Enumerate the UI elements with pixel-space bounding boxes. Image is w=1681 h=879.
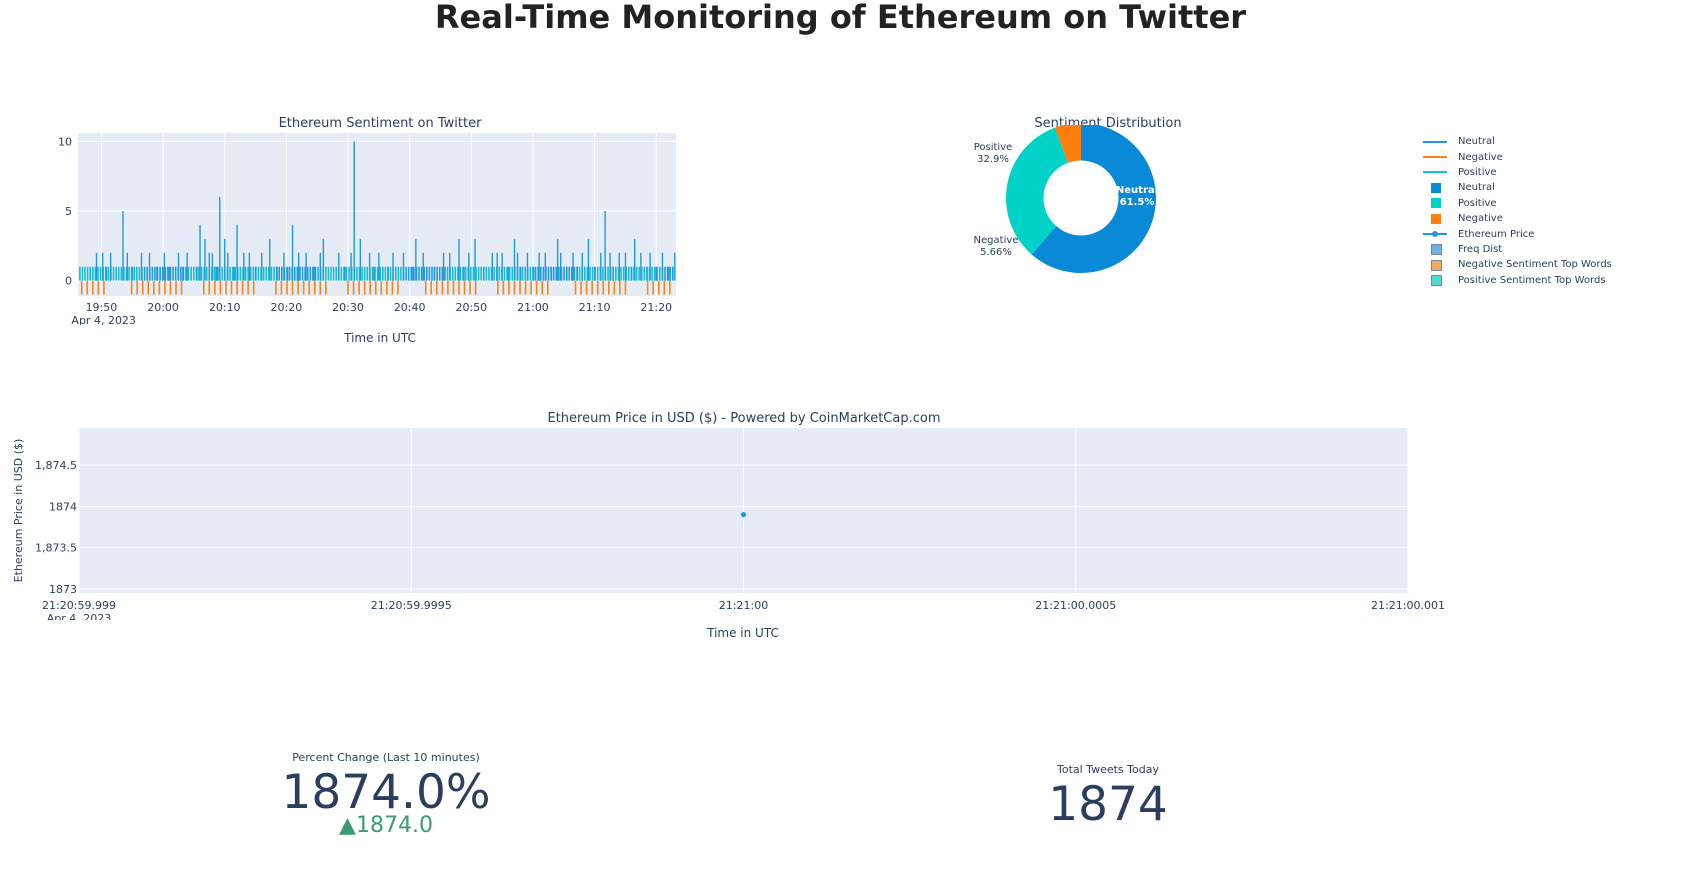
legend-symbol-icon [1422,274,1458,287]
percent-change-delta: ▲1874.0 [339,813,433,838]
x-tick-label: 20:20 [271,301,303,314]
x-date-label: Apr 4, 2023 [47,612,112,620]
price-chart: 1873 1,873.5 1874 1,874.5 21:20:59.999 21:20:… [12,428,1445,620]
percent-change-title: Percent Change (Last 10 minutes) [292,751,480,764]
legend-symbol-icon [1422,197,1458,209]
percent-change-value: 1874.0% [281,765,491,820]
price-y-axis-title: Ethereum Price in USD ($) [12,439,25,583]
x-tick-label: 21:21:00 [719,599,768,612]
x-tick-label: 21:21:00.0005 [1035,599,1116,612]
legend-symbol-icon [1422,259,1458,271]
y-tick-label: 0 [65,275,72,288]
legend-item[interactable]: Neutral [1422,134,1612,149]
y-tick-label: 1,874.5 [35,459,77,472]
legend-label: Negative [1458,213,1503,225]
legend-label: Positive [1458,197,1497,209]
donut-label: Positive 32.9% [974,142,1013,165]
price-chart-title: Ethereum Price in USD ($) - Powered by C… [547,411,941,426]
legend-label: Negative Sentiment Top Words [1458,259,1612,271]
sentiment-chart-title: Ethereum Sentiment on Twitter [278,116,482,131]
legend-item[interactable]: Negative [1422,149,1612,164]
legend-symbol-icon [1422,166,1458,178]
donut-label-line: Negative [974,235,1019,246]
donut-slice-positive [1006,127,1068,255]
x-tick-label: 20:00 [147,301,179,314]
legend-item[interactable]: Positive Sentiment Top Words [1422,273,1612,288]
donut-slice-neutral [1031,125,1156,273]
x-tick-label: 20:30 [332,301,364,314]
legend: Neutral Negative Positive Neutral Positive Ne… [1422,134,1612,288]
legend-item[interactable]: Positive [1422,196,1612,211]
legend-label: Positive [1458,166,1497,178]
x-tick-label: 20:40 [394,301,426,314]
donut-label-line: Positive [974,142,1013,153]
x-tick-label: 20:50 [455,301,487,314]
sentiment-distribution-chart: Neutral 61.5% Positive 32.9% Negative 5.66% [974,125,1158,273]
total-tweets-value: 1874 [1048,777,1168,832]
donut-label-line: Neutral [1116,185,1158,196]
legend-symbol-icon [1422,213,1458,225]
legend-label: Positive Sentiment Top Words [1458,274,1606,286]
legend-item[interactable]: Negative [1422,211,1612,226]
x-tick-label: 21:00 [517,301,549,314]
x-tick-label: 21:10 [579,301,611,314]
legend-symbol-icon [1422,243,1458,256]
x-tick-label: 21:20:59.999 [42,599,116,612]
legend-label: Neutral [1458,136,1495,148]
sentiment-series [79,141,676,295]
legend-label: Neutral [1458,182,1495,194]
donut-label-line: 32.9% [977,154,1009,165]
x-date-label: Apr 4, 2023 [71,314,136,325]
price-x-axis-title: Time in UTC [707,626,779,640]
legend-symbol-icon [1422,136,1458,148]
y-tick-label: 5 [65,205,72,218]
sentiment-chart: 0 5 10 19:50 20:00 20:10 20:20 20:30 20:40 20:50 2… [58,133,676,325]
x-tick-label: 21:20:59.9995 [371,599,452,612]
y-tick-label: 10 [58,135,72,148]
legend-symbol-icon [1422,151,1458,163]
legend-item[interactable]: Positive [1422,165,1612,180]
legend-label: Ethereum Price [1458,228,1535,240]
price-point [740,512,747,518]
page-title: Real-Time Monitoring of Ethereum on Twit… [434,0,1247,36]
x-tick-label: 21:20 [640,301,672,314]
legend-label: Negative [1458,151,1503,163]
y-tick-label: 1873 [49,583,77,596]
y-tick-label: 1,873.5 [35,542,77,555]
donut-label: Neutral 61.5% [1116,185,1158,208]
x-tick-label: 19:50 [86,301,118,314]
donut-label-line: 61.5% [1120,197,1155,208]
x-tick-label: 21:21:00.001 [1371,599,1445,612]
legend-label: Freq Dist [1458,243,1503,255]
donut-label: Negative 5.66% [974,235,1019,258]
legend-item[interactable]: Neutral [1422,180,1612,195]
sentiment-x-axis-title: Time in UTC [344,331,416,345]
y-tick-label: 1874 [49,500,77,513]
legend-symbol-icon [1422,228,1458,240]
legend-item[interactable]: Negative Sentiment Top Words [1422,257,1612,272]
legend-symbol-icon [1422,182,1458,194]
total-tweets-title: Total Tweets Today [1057,763,1159,776]
legend-item[interactable]: Freq Dist [1422,242,1612,257]
x-tick-label: 20:10 [209,301,241,314]
donut-label-line: 5.66% [980,247,1012,258]
donut-slice-negative [1054,125,1081,163]
legend-item[interactable]: Ethereum Price [1422,226,1612,241]
